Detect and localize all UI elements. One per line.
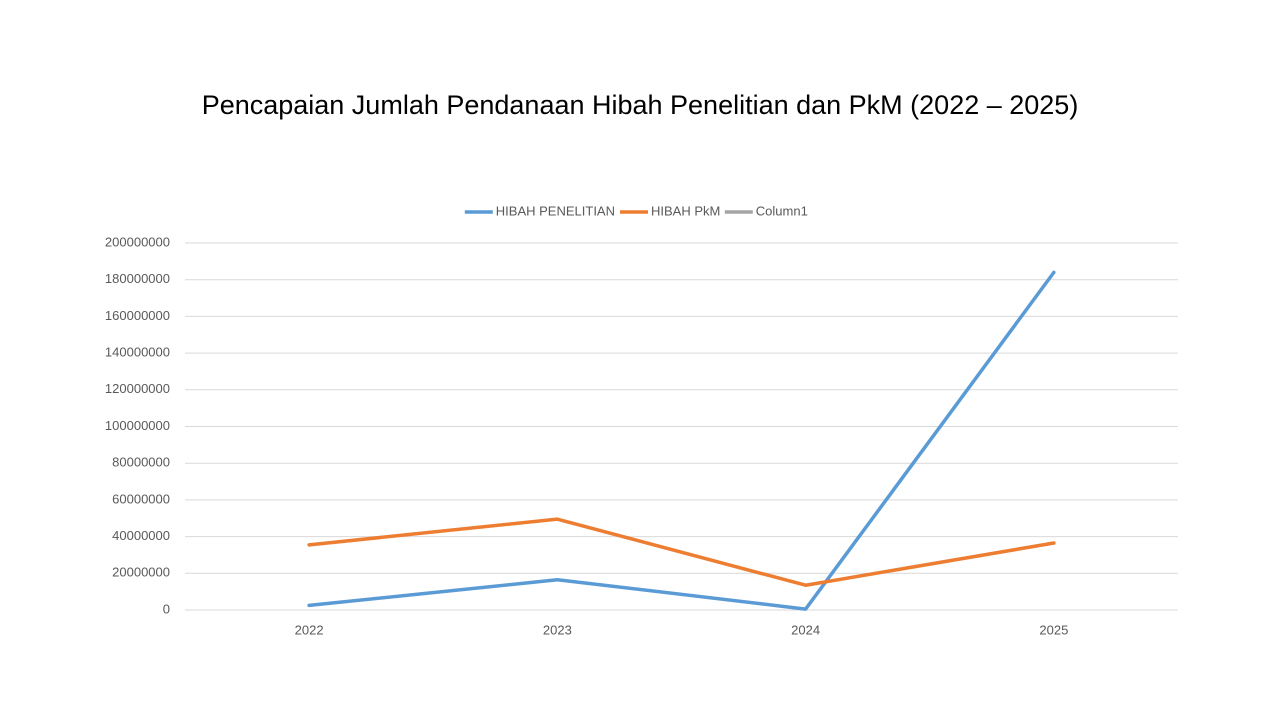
x-tick-label: 2022 [295, 622, 324, 637]
y-tick-label: 20000000 [112, 565, 170, 580]
series-line [307, 517, 1056, 587]
series-line [307, 270, 1056, 611]
y-tick-label: 40000000 [112, 528, 170, 543]
y-tick-label: 120000000 [105, 381, 170, 396]
y-tick-label: 180000000 [105, 271, 170, 286]
y-tick-label: 80000000 [112, 455, 170, 470]
legend-label: Column1 [756, 203, 808, 218]
x-tick-label: 2025 [1039, 622, 1068, 637]
legend-label: HIBAH PENELITIAN [496, 203, 615, 218]
y-tick-label: 140000000 [105, 345, 170, 360]
chart-title: Pencapaian Jumlah Pendanaan Hibah Peneli… [202, 90, 1079, 120]
y-tick-label: 0 [163, 601, 170, 616]
y-tick-label: 60000000 [112, 491, 170, 506]
x-tick-label: 2024 [791, 622, 820, 637]
legend-label: HIBAH PkM [651, 203, 720, 218]
x-tick-label: 2023 [543, 622, 572, 637]
y-tick-label: 160000000 [105, 308, 170, 323]
y-tick-label: 200000000 [105, 234, 170, 249]
y-tick-label: 100000000 [105, 418, 170, 433]
